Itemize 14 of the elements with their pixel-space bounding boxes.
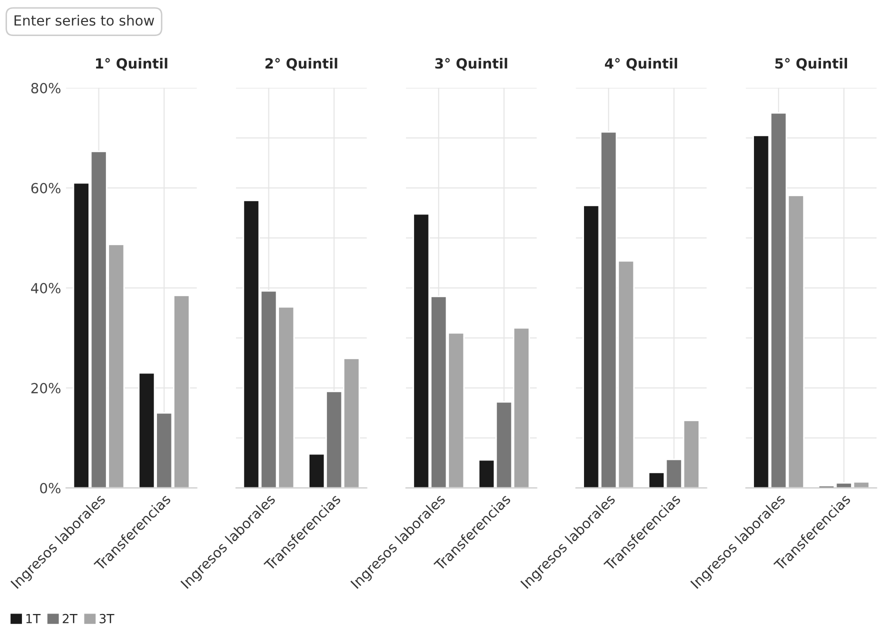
chart-title: 1° Quintil [96,58,168,70]
chart-title: 2° Quintil [266,58,338,70]
legend-label: 1T [26,614,41,624]
legend-label: 3T [100,614,114,624]
y-tick-label: 80% [31,82,60,94]
y-tick-label: 20% [31,382,60,394]
chart-title: 5° Quintil [775,58,848,70]
legend-label: 2T [62,614,78,624]
y-tick-label: 40% [31,282,60,294]
text: Enter series to show [14,14,154,26]
y-tick-label: 60% [31,182,60,194]
y-tick-label: 0% [40,482,60,494]
chart-title: 3° Quintil [435,58,508,70]
chart-title: 4° Quintil [604,58,678,70]
